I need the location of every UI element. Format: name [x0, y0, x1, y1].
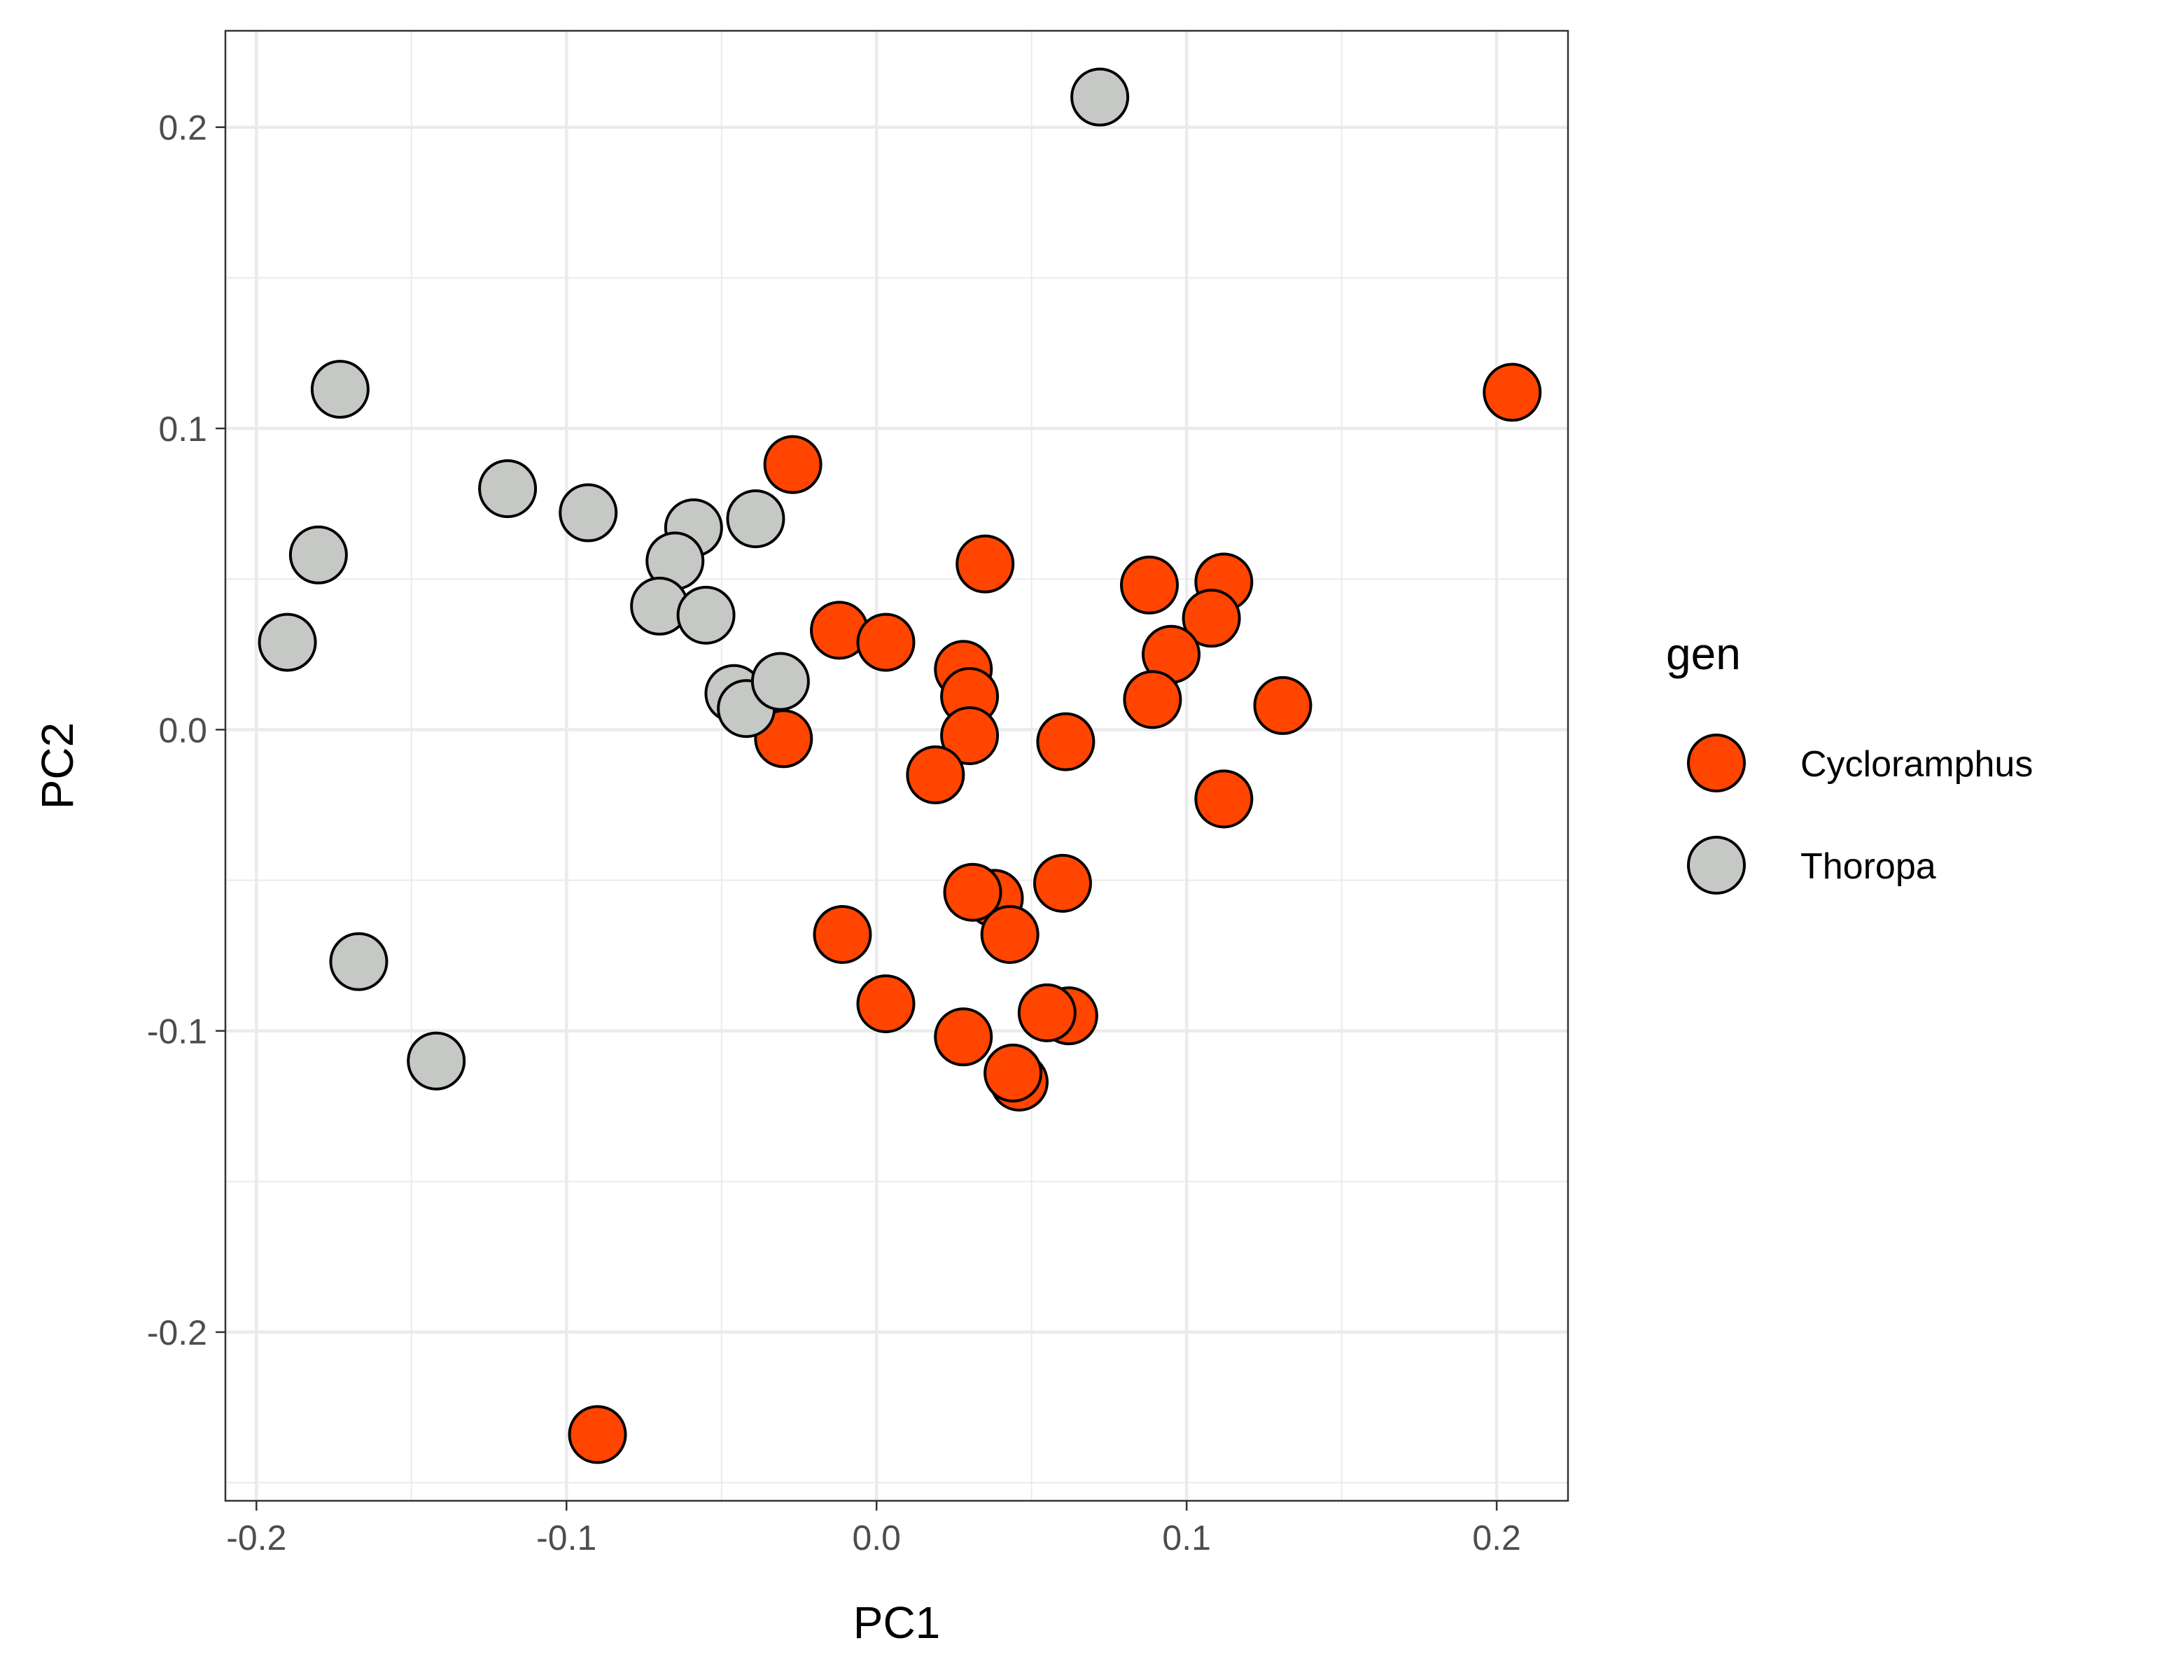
plot-border: [224, 29, 1569, 1502]
y-tick-label: 0.1: [158, 410, 207, 449]
point-cycloramphus: [1182, 589, 1241, 648]
point-cycloramphus: [1032, 853, 1092, 913]
point-thoropa: [726, 489, 785, 549]
plot-background: [225, 31, 1568, 1501]
point-cycloramphus: [906, 745, 965, 804]
legend-key-thoropa: [1687, 836, 1746, 895]
point-cycloramphus: [568, 1405, 627, 1464]
axes: -0.2 -0.1 0.0 0.1 0.2 -0.2 -0.1 0.0 0.1 0.2: [147, 108, 1521, 1558]
x-axis-title: PC1: [853, 1597, 941, 1648]
point-cycloramphus: [763, 435, 822, 494]
point-cycloramphus: [1036, 712, 1096, 771]
point-thoropa: [478, 459, 538, 519]
y-tick-label: 0.0: [158, 710, 207, 750]
legend-label-thoropa: Thoropa: [1800, 846, 1936, 887]
legend-key-cycloramphus: [1687, 734, 1746, 792]
x-tick-label: -0.1: [536, 1518, 596, 1558]
y-tick-label: -0.2: [147, 1313, 207, 1352]
point-cycloramphus: [955, 534, 1015, 594]
x-tick-label: 0.1: [1162, 1518, 1211, 1558]
point-thoropa: [407, 1031, 466, 1091]
point-cycloramphus: [980, 904, 1040, 964]
point-thoropa: [310, 360, 370, 419]
point-cycloramphus: [1120, 555, 1180, 615]
point-thoropa: [258, 612, 317, 672]
x-tick-label: 0.0: [852, 1518, 901, 1558]
point-thoropa: [329, 932, 388, 991]
legend-items: Cycloramphus Thoropa: [1687, 734, 2033, 895]
point-thoropa: [288, 525, 348, 584]
y-tick-label: 0.2: [158, 108, 207, 148]
point-cycloramphus: [856, 974, 916, 1033]
legend: gen Cycloramphus Thoropa: [1666, 629, 2033, 895]
point-cycloramphus: [934, 1007, 993, 1067]
grid-lines: [225, 31, 1568, 1501]
x-tick-label: 0.2: [1472, 1518, 1521, 1558]
point-thoropa: [559, 483, 618, 542]
point-thoropa: [1070, 67, 1130, 127]
point-cycloramphus: [1194, 769, 1254, 829]
point-cycloramphus: [813, 904, 872, 964]
data-points: [258, 67, 1542, 1464]
x-tick-label: -0.2: [226, 1518, 286, 1558]
y-tick-label: -0.1: [147, 1012, 207, 1051]
point-cycloramphus: [1253, 676, 1312, 735]
point-thoropa: [676, 585, 736, 645]
point-cycloramphus: [856, 612, 916, 672]
point-cycloramphus: [943, 862, 1002, 922]
legend-title: gen: [1666, 629, 1741, 679]
point-cycloramphus: [983, 1043, 1043, 1102]
point-cycloramphus: [1483, 363, 1542, 422]
point-thoropa: [750, 652, 810, 711]
y-axis-title: PC2: [32, 722, 83, 810]
legend-label-cycloramphus: Cycloramphus: [1800, 744, 2033, 785]
point-cycloramphus: [940, 706, 1000, 765]
point-cycloramphus: [1017, 983, 1077, 1042]
point-cycloramphus: [1123, 670, 1182, 729]
